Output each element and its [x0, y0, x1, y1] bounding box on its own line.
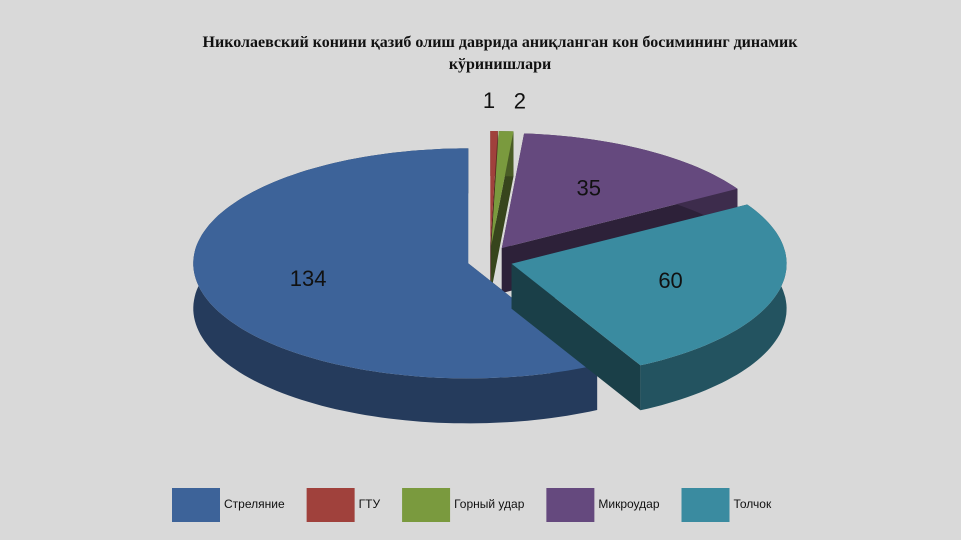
slice	[501, 133, 738, 249]
value-label: 60	[658, 268, 682, 293]
slice	[193, 148, 598, 379]
chart-title: Николаевский конини қазиб олиш даврида а…	[202, 34, 798, 73]
legend-swatch	[546, 488, 595, 522]
slice	[491, 131, 514, 246]
legend-swatch	[681, 488, 730, 522]
legend-label: Горный удар	[454, 497, 525, 511]
value-label: 2	[514, 88, 526, 113]
legend-swatch	[402, 488, 451, 522]
slice-side	[640, 204, 787, 411]
value-label: 134	[290, 266, 327, 291]
legend-label: Толчок	[734, 497, 772, 511]
legend-label: Микроудар	[598, 497, 659, 511]
legend-label: ГТУ	[359, 497, 381, 511]
legend-swatch	[306, 488, 355, 522]
slice	[490, 131, 498, 246]
value-label: 35	[577, 175, 601, 200]
legend-swatch	[172, 488, 220, 522]
slice	[511, 204, 787, 366]
legend-label: Стреляние	[224, 497, 285, 511]
slice-wall	[511, 263, 641, 411]
value-label: 1	[483, 88, 495, 113]
